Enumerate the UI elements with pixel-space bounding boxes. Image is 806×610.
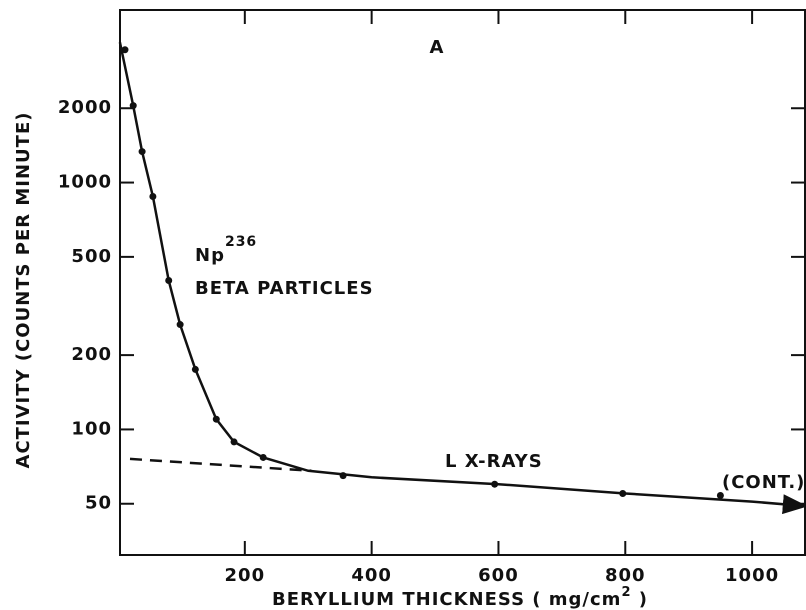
- fit-curve: [118, 42, 806, 515]
- y-tick-label: 500: [71, 246, 112, 267]
- x-axis-label: BERYLLIUM THICKNESS ( mg/cm2 ): [272, 585, 648, 610]
- data-point: [716, 491, 724, 499]
- isotope-label: Np236: [195, 234, 257, 266]
- panel-label: A: [430, 37, 445, 58]
- y-tick-label: 2000: [58, 97, 112, 118]
- y-tick-label: 1000: [58, 172, 112, 193]
- x-tick-label: 1000: [725, 565, 779, 586]
- y-tick-label: 100: [71, 418, 112, 439]
- beta-label: BETA PARTICLES: [195, 278, 374, 299]
- y-tick-label: 200: [71, 344, 112, 365]
- data-point: [121, 46, 129, 54]
- cont-label: (CONT.): [722, 472, 805, 493]
- y-tick-label: 50: [85, 493, 112, 514]
- x-tick-label: 800: [605, 565, 646, 586]
- x-tick-label: 600: [478, 565, 519, 586]
- y-axis-label: ACTIVITY (COUNTS PER MINUTE): [13, 112, 34, 469]
- extrapolation-line: [129, 457, 312, 473]
- xray-label: L X-RAYS: [445, 451, 543, 472]
- plot-frame: [119, 9, 806, 556]
- x-tick-label: 200: [225, 565, 266, 586]
- x-tick-label: 400: [351, 565, 392, 586]
